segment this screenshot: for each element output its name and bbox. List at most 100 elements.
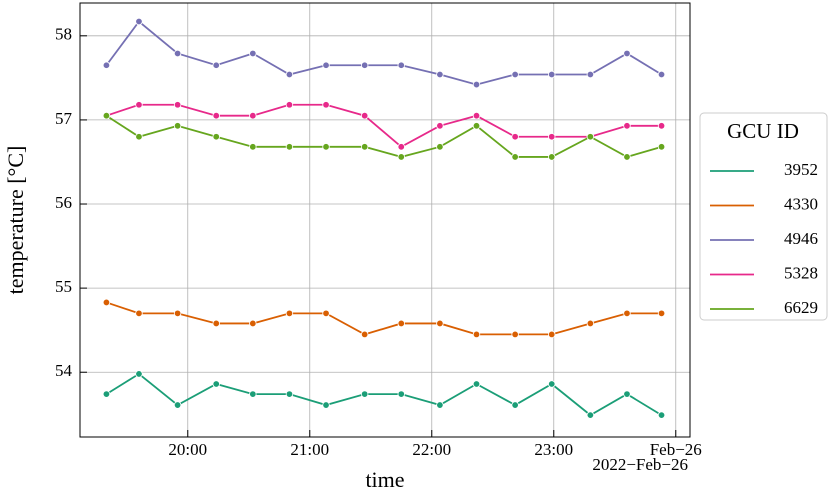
legend-title: GCU ID (727, 119, 799, 143)
data-point (472, 380, 481, 388)
data-point (212, 380, 220, 388)
data-point (397, 153, 405, 161)
data-point (285, 390, 294, 398)
y-axis-label: temperature [°C] (3, 146, 28, 295)
data-point (212, 319, 220, 328)
data-point (511, 330, 519, 339)
data-point (657, 309, 666, 318)
x-offset: 2022−Feb−26 (592, 455, 688, 474)
x-tick-label: 20:00 (168, 440, 207, 459)
data-point (623, 122, 631, 130)
data-point (102, 390, 111, 398)
data-point (102, 298, 111, 307)
x-tick-label: 22:00 (412, 440, 451, 459)
data-point (322, 101, 330, 109)
data-point (511, 401, 519, 409)
data-point (623, 309, 631, 318)
data-point (397, 390, 405, 398)
data-point (511, 133, 519, 141)
data-point (173, 101, 182, 109)
data-point (135, 101, 143, 109)
data-point (586, 70, 595, 79)
data-point (436, 143, 444, 151)
data-point (548, 330, 556, 339)
series-line (105, 20, 663, 86)
data-point (173, 309, 182, 318)
data-point (360, 390, 369, 398)
data-point (360, 112, 369, 120)
data-point (472, 112, 481, 120)
data-point (623, 153, 631, 161)
data-point (249, 49, 257, 58)
data-point (472, 122, 481, 130)
data-point (249, 143, 257, 151)
y-tick-label: 56 (55, 193, 72, 212)
data-point (436, 319, 444, 328)
data-point (285, 309, 294, 318)
data-point (548, 70, 556, 79)
data-point (586, 411, 595, 419)
data-point (285, 143, 294, 151)
data-point (249, 319, 257, 328)
x-tick-label: Feb−26 (650, 440, 702, 459)
data-point (472, 330, 481, 339)
series-line (105, 372, 663, 417)
data-point (285, 101, 294, 109)
data-point (173, 49, 182, 58)
data-point (322, 309, 330, 318)
data-point (623, 49, 631, 58)
y-tick-label: 57 (55, 109, 73, 128)
data-point (657, 411, 666, 419)
data-point (322, 401, 330, 409)
data-point (249, 112, 257, 120)
plot-frame (79, 2, 691, 438)
data-point (397, 143, 405, 151)
legend-label: 5328 (784, 263, 818, 282)
data-point (548, 133, 556, 141)
data-point (586, 319, 595, 328)
data-point (135, 133, 143, 141)
series-line (105, 114, 662, 158)
legend-label: 3952 (784, 160, 818, 179)
x-tick-label: 23:00 (534, 440, 573, 459)
x-axis-label: time (365, 467, 404, 492)
data-point (657, 143, 666, 151)
legend-label: 6629 (784, 298, 818, 317)
data-point (249, 390, 257, 398)
legend-label: 4330 (784, 194, 818, 213)
data-point (322, 61, 330, 69)
data-point (657, 122, 666, 130)
data-point (436, 401, 444, 409)
data-point (657, 70, 666, 79)
data-point (102, 112, 111, 120)
data-point (360, 61, 369, 69)
data-point (212, 112, 220, 120)
y-tick-label: 54 (55, 361, 73, 380)
data-point (511, 70, 519, 79)
data-point (436, 122, 444, 130)
data-point (397, 319, 405, 328)
data-point (285, 70, 294, 79)
data-point (511, 153, 519, 161)
data-point (548, 380, 556, 388)
data-point (173, 401, 182, 409)
data-point (472, 80, 481, 89)
data-point (135, 370, 143, 378)
legend-label: 4946 (784, 229, 818, 248)
data-point (360, 330, 369, 339)
data-point (322, 143, 330, 151)
data-point (623, 390, 631, 398)
y-tick-label: 55 (55, 277, 72, 296)
data-point (135, 309, 143, 318)
data-point (436, 70, 444, 79)
data-point (397, 61, 405, 69)
legend-frame (699, 112, 828, 321)
data-point (102, 61, 111, 69)
data-point (212, 133, 220, 141)
y-tick-label: 58 (55, 25, 72, 44)
x-tick-label: 21:00 (290, 440, 329, 459)
data-point (135, 17, 143, 26)
series-line (106, 301, 662, 336)
